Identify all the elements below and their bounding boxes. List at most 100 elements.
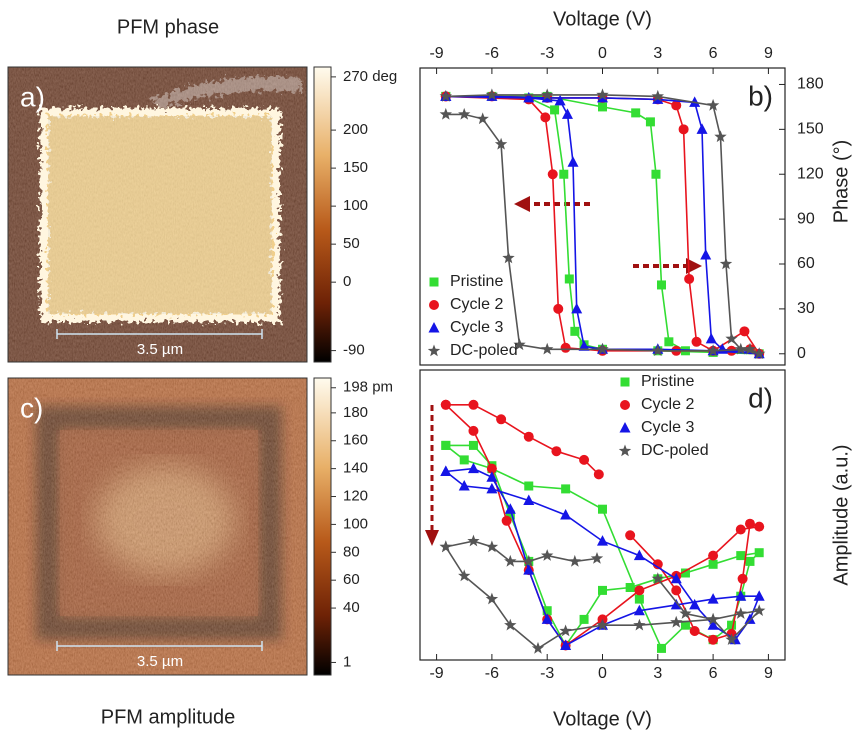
marker [570, 326, 580, 336]
marker [651, 344, 664, 356]
marker [524, 481, 534, 491]
legend-label: Cycle 3 [450, 319, 503, 336]
image-frame [7, 377, 308, 676]
marker [578, 340, 590, 351]
marker [725, 633, 738, 645]
image-title: PFM amplitude [101, 706, 236, 728]
marker [737, 573, 748, 584]
marker [691, 336, 702, 347]
y-axis-label: Phase (°) [830, 140, 852, 224]
marker [670, 615, 683, 628]
marker [523, 494, 535, 505]
marker [541, 88, 554, 101]
marker [679, 607, 692, 619]
marker [631, 108, 641, 118]
marker [559, 169, 569, 179]
marker [727, 620, 737, 630]
marker [485, 592, 499, 605]
legend-marker [620, 377, 630, 387]
arrows [425, 196, 702, 546]
marker [719, 257, 733, 270]
marker [523, 431, 534, 442]
marker [598, 504, 607, 514]
legend-marker [427, 344, 441, 357]
colorbar-tick-label: -90 [343, 342, 365, 359]
y-tick-label: 90 [797, 210, 815, 227]
marker [680, 620, 690, 630]
marker [440, 399, 451, 410]
marker [651, 169, 661, 179]
x-tick-label: 6 [709, 45, 718, 62]
marker [522, 554, 535, 567]
marker [505, 510, 515, 520]
y-tick-label: 30 [797, 300, 815, 317]
marker [571, 302, 583, 314]
colorbar-tick-label: 80 [343, 543, 360, 560]
x-tick-label: -3 [540, 665, 554, 682]
scale-bar-label: 3.5 µm [137, 653, 183, 670]
marker [645, 117, 655, 127]
y-axis-label: Amplitude (a.u.) [830, 444, 852, 585]
colorbar-tick-label: 60 [343, 571, 360, 588]
marker [633, 604, 645, 616]
marker [542, 606, 552, 616]
marker [593, 469, 604, 480]
marker [754, 521, 765, 532]
colorbar-tick-label: 180 [343, 404, 368, 421]
marker [700, 249, 712, 260]
marker [634, 594, 644, 604]
marker [664, 337, 674, 347]
x-tick-label: 0 [598, 45, 607, 62]
y-tick-label: 180 [797, 76, 824, 93]
marker [458, 569, 471, 582]
marker [468, 425, 479, 436]
marker [467, 534, 480, 547]
phase-image [8, 67, 307, 362]
marker [567, 156, 579, 167]
marker [459, 455, 469, 465]
x-tick-label: -6 [485, 665, 499, 682]
marker [590, 552, 604, 564]
marker [753, 604, 766, 616]
marker [714, 130, 727, 143]
marker [708, 550, 719, 561]
panel-label: d) [748, 382, 773, 413]
amplitude-image [8, 378, 307, 675]
marker [553, 303, 564, 314]
marker [670, 598, 682, 610]
colorbar-tick-label: 200 [343, 121, 368, 138]
marker [634, 585, 645, 596]
series-line [445, 94, 760, 355]
marker [633, 618, 646, 631]
marker [439, 107, 452, 120]
y-tick-label: 0 [797, 345, 806, 362]
colorbar-tick-label: 140 [343, 460, 368, 477]
x-tick-label: -9 [429, 45, 443, 62]
marker [504, 503, 516, 514]
marker [596, 88, 609, 101]
legend-marker [619, 422, 631, 433]
marker [501, 515, 512, 526]
marker [486, 471, 498, 482]
scale-bar-label: 3.5 µm [137, 341, 183, 358]
x-tick-label: -6 [485, 45, 499, 62]
legend-label: Pristine [641, 373, 694, 390]
marker [485, 540, 499, 553]
legend-marker [429, 277, 439, 287]
legend-label: DC-poled [450, 342, 518, 359]
marker [541, 342, 554, 355]
marker [734, 342, 747, 355]
marker [568, 554, 581, 567]
marker [625, 530, 636, 541]
x-tick-label: 0 [598, 665, 607, 682]
marker [523, 91, 535, 103]
series-line [445, 95, 760, 355]
marker [708, 634, 719, 645]
marker [504, 618, 517, 631]
marker [560, 342, 571, 353]
marker [561, 484, 571, 494]
marker [651, 89, 664, 102]
marker [598, 585, 607, 595]
legend-marker [429, 300, 439, 310]
panel-label: b) [748, 80, 773, 111]
